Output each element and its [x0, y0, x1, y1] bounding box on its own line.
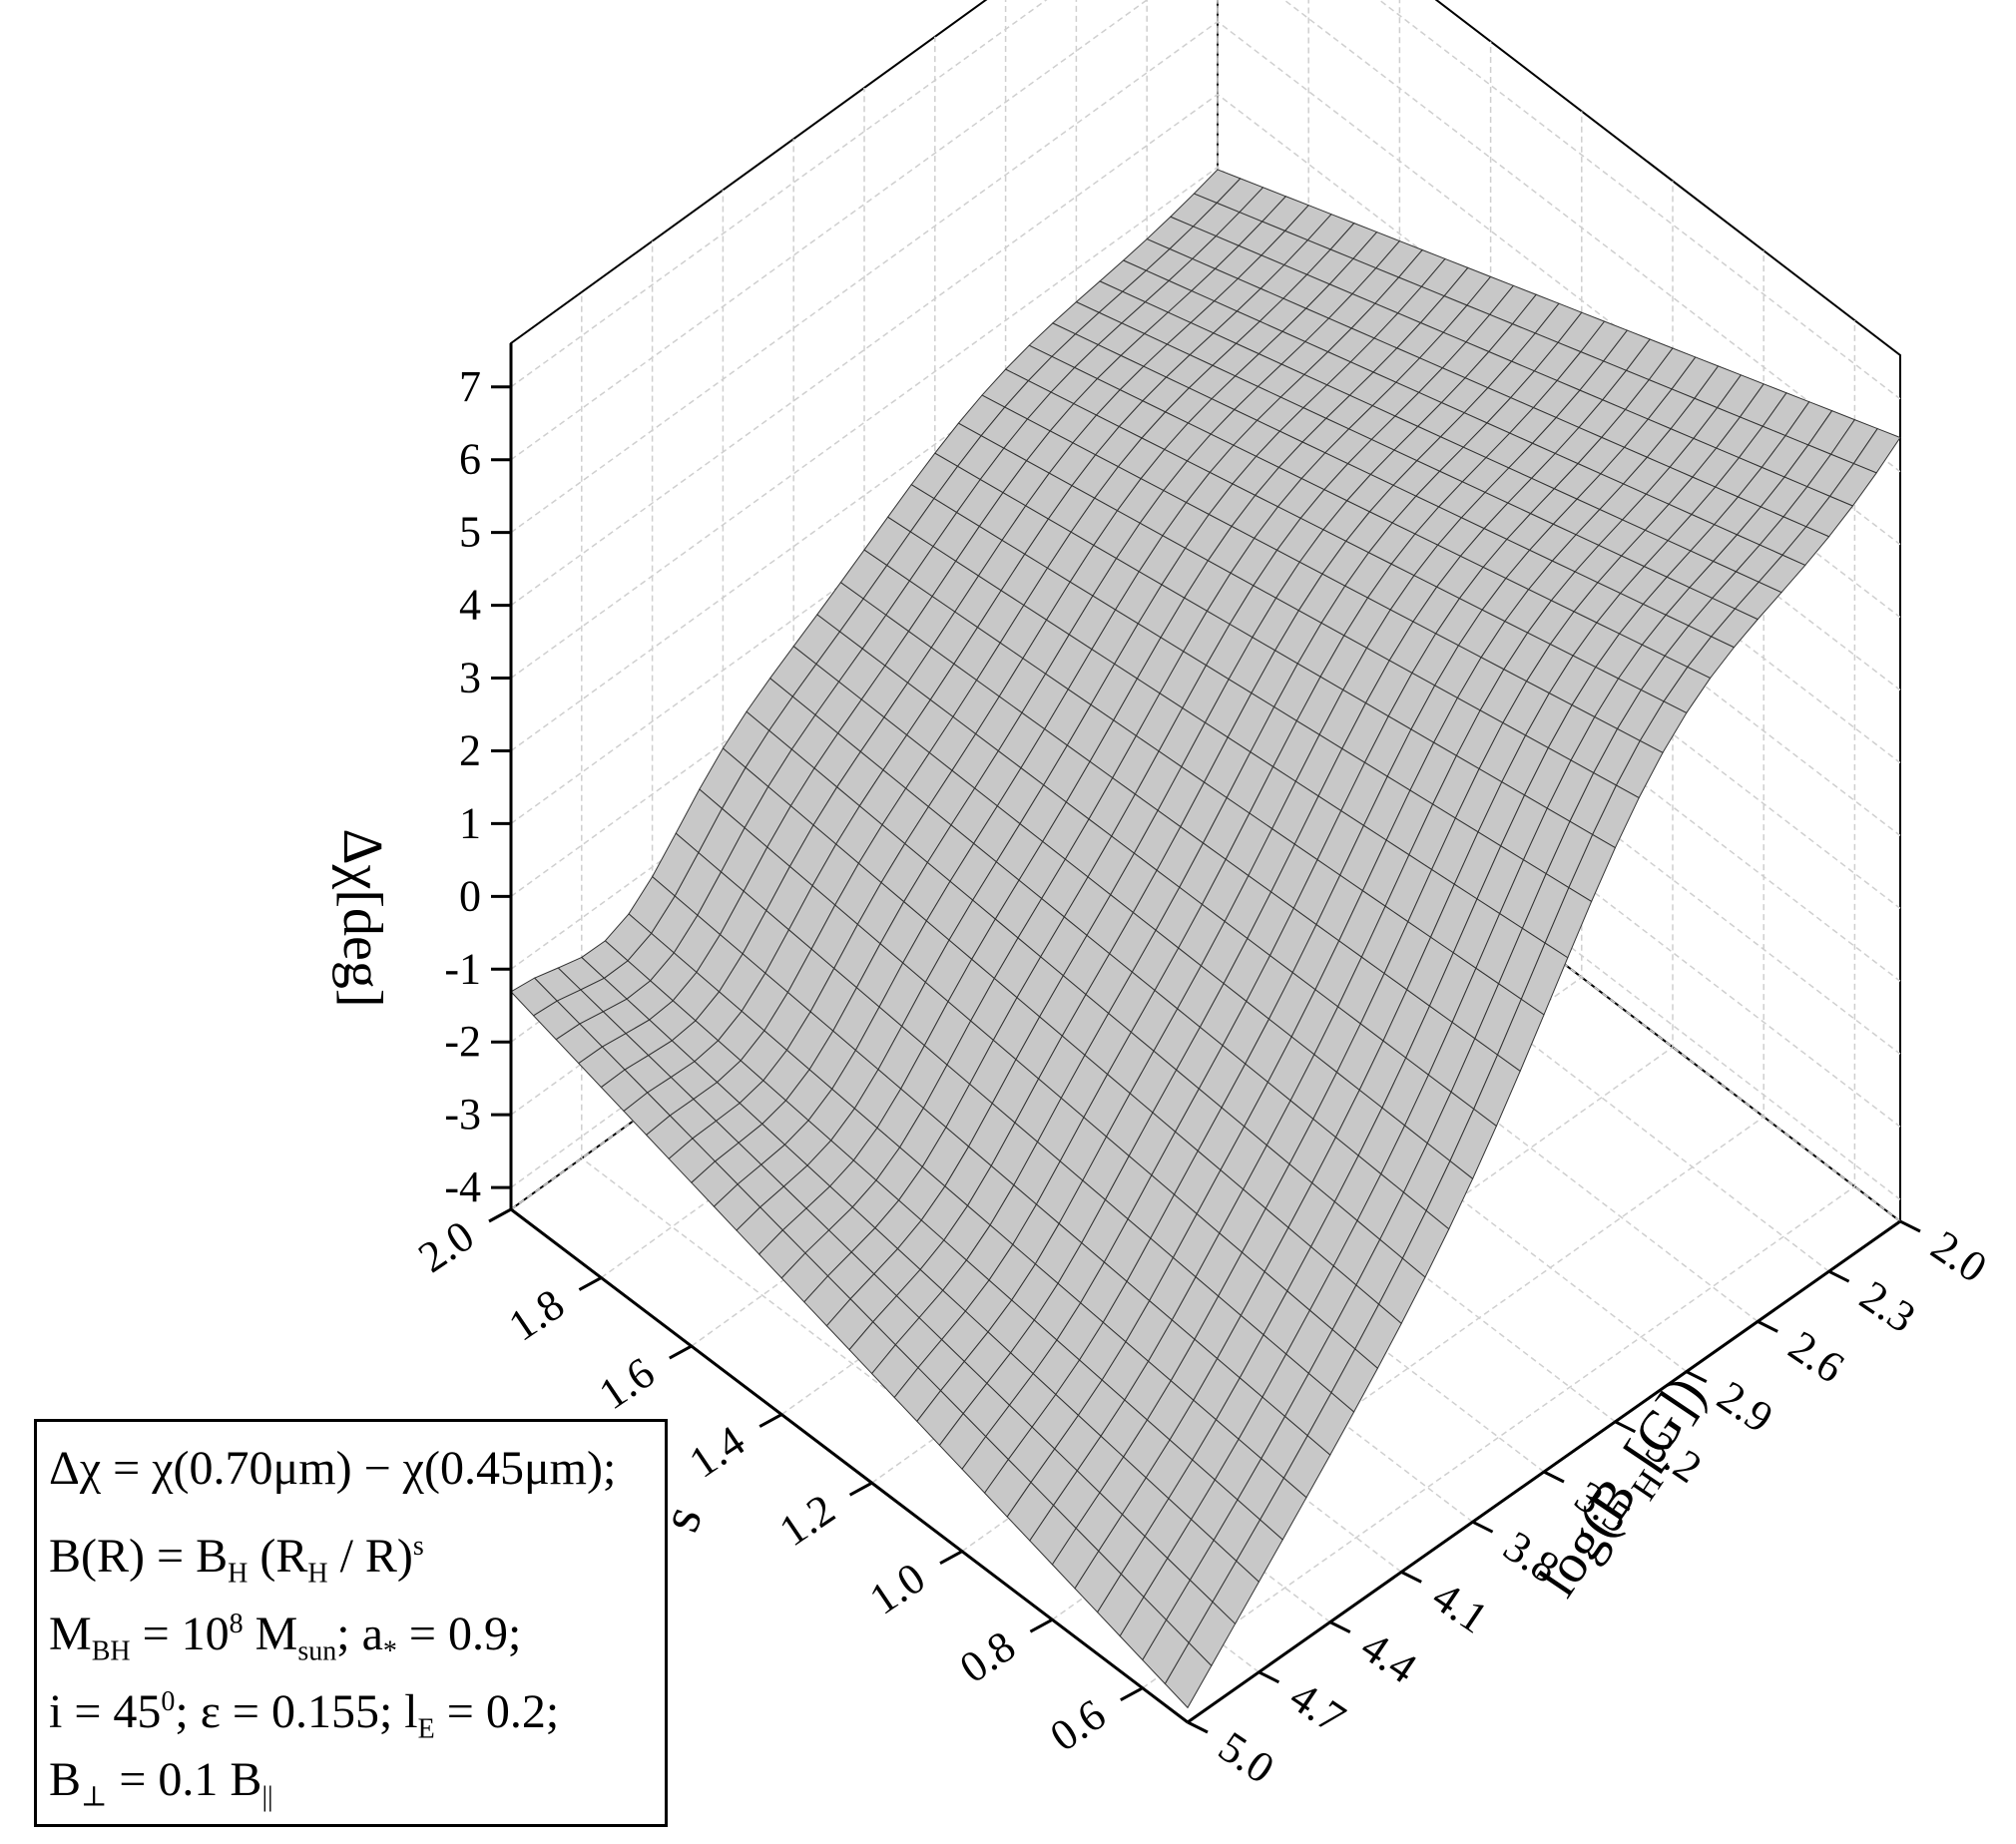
legend-line-4: i = 450; ε = 0.155; lE = 0.2; — [49, 1685, 560, 1745]
z-grid-line — [510, 93, 1901, 619]
logb-tick-mark — [1471, 1520, 1494, 1534]
z-tick-label: -4 — [444, 1162, 481, 1211]
s-tick-label: 1.0 — [861, 1553, 934, 1623]
s-tick-label: 0.6 — [1041, 1689, 1114, 1760]
z-tick-label: 0 — [459, 871, 481, 920]
logb-tick-mark — [1187, 1720, 1209, 1734]
logb-tick-label: 2.0 — [1922, 1221, 1995, 1292]
logb-tick-mark — [1614, 1420, 1637, 1434]
z-tick-label: -1 — [444, 944, 481, 993]
logb-tick-mark — [1757, 1320, 1778, 1333]
logb-tick-mark — [1400, 1571, 1422, 1584]
z-axis-title: Δχ[deg] — [331, 828, 393, 1007]
z-tick-label: 6 — [459, 435, 481, 484]
s-tick-mark — [848, 1481, 873, 1497]
s-tick-mark — [488, 1207, 512, 1223]
s-tick-mark — [1029, 1617, 1054, 1633]
z-tick-label: 3 — [459, 654, 481, 702]
s-tick-mark — [939, 1550, 963, 1565]
s-tick-mark — [669, 1344, 693, 1360]
s-tick-mark — [1120, 1686, 1144, 1702]
z-tick-label: -2 — [444, 1017, 481, 1066]
s-tick-label: 1.2 — [770, 1485, 843, 1556]
legend-line-2: B(R) = BH (RH / R)s — [49, 1530, 424, 1590]
logb-tick-mark — [1543, 1470, 1565, 1484]
s-axis-line — [510, 1207, 1189, 1724]
parameters-legend: Δχ = χ(0.70μm) − χ(0.45μm); B(R) = BH (R… — [34, 1419, 668, 1827]
logb-tick-mark — [1899, 1219, 1921, 1233]
logb-tick-mark — [1827, 1269, 1850, 1283]
z-tick-label: 7 — [459, 362, 481, 411]
s-tick-label: 1.8 — [500, 1279, 573, 1350]
z-tick-label: 4 — [459, 581, 481, 630]
y-grid-line — [1142, 320, 1856, 1689]
x-axis-title: log(BH[G]) — [1526, 1366, 1725, 1613]
legend-line-1: Δχ = χ(0.70μm) − χ(0.45μm); — [49, 1442, 617, 1495]
legend-line-5: B⊥ = 0.1 B|| — [49, 1753, 273, 1813]
logb-tick-label: 4.1 — [1424, 1572, 1497, 1642]
s-tick-mark — [578, 1276, 603, 1291]
s-tick-label: 0.8 — [951, 1621, 1024, 1692]
logb-tick-label: 2.3 — [1851, 1271, 1924, 1342]
logb-tick-label: 2.6 — [1780, 1321, 1853, 1392]
logb-tick-mark — [1329, 1620, 1351, 1633]
logb-tick-label: 2.9 — [1709, 1371, 1781, 1442]
z-tick-label: 2 — [459, 725, 481, 774]
legend-line-3: MBH = 108 Msun; a* = 0.9; — [49, 1608, 522, 1667]
z-tick-label: -3 — [444, 1090, 481, 1139]
s-tick-label: 2.0 — [410, 1211, 483, 1282]
s-tick-mark — [758, 1413, 782, 1428]
z-tick-label: 1 — [459, 798, 481, 847]
z-grid-line — [510, 0, 1901, 400]
s-tick-label: 1.6 — [590, 1348, 663, 1419]
s-tick-label: 1.4 — [681, 1416, 754, 1487]
surface-plot — [510, 169, 1901, 1709]
surface-cell — [1164, 1641, 1213, 1709]
logb-tick-label: 4.4 — [1352, 1621, 1425, 1692]
logb-tick-mark — [1686, 1370, 1708, 1383]
logb-tick-mark — [1258, 1670, 1280, 1684]
logb-tick-label: 5.0 — [1210, 1722, 1282, 1793]
logb-tick-label: 4.7 — [1281, 1671, 1354, 1742]
z-grid-line — [510, 0, 1901, 473]
z-tick-label: 5 — [459, 508, 481, 557]
